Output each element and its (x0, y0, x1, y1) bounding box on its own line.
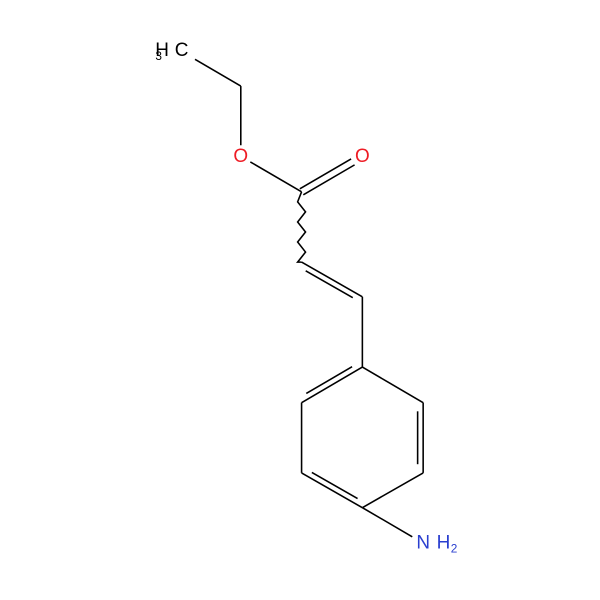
svg-text:O: O (355, 146, 370, 167)
svg-text:2: 2 (451, 542, 458, 556)
svg-text:H: H (437, 533, 451, 554)
svg-text:C: C (175, 40, 189, 61)
svg-text:H: H (155, 40, 169, 61)
svg-text:N: N (416, 533, 430, 554)
svg-text:O: O (233, 146, 248, 167)
molecule-diagram: C3HOONH2 (0, 0, 600, 600)
